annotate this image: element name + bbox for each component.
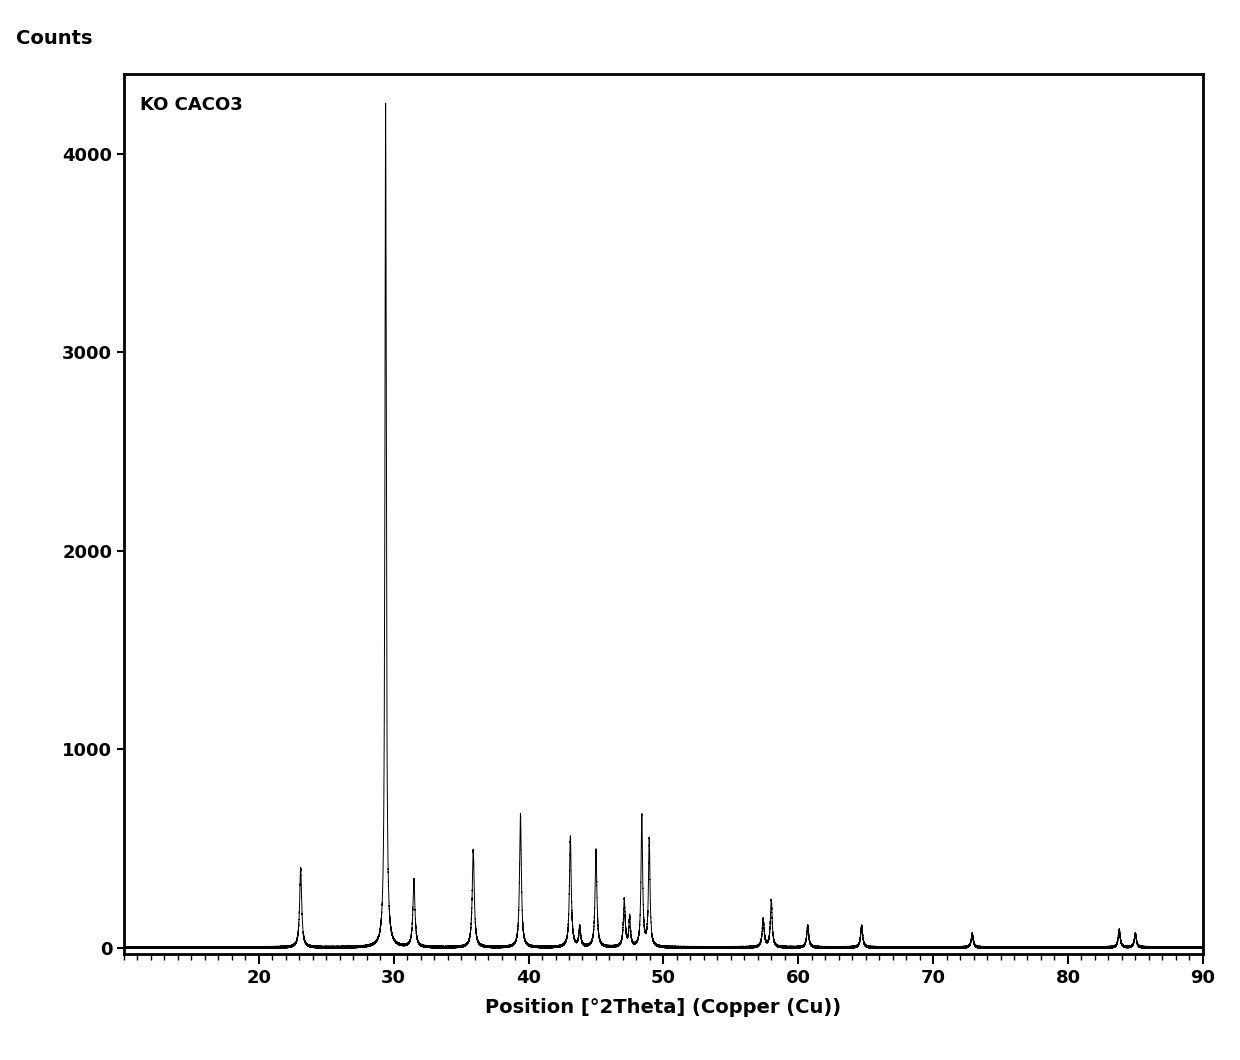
Y-axis label: Counts: Counts — [16, 29, 92, 48]
Text: KO CACO3: KO CACO3 — [140, 96, 243, 114]
X-axis label: Position [°2Theta] (Copper (Cu)): Position [°2Theta] (Copper (Cu)) — [485, 997, 842, 1017]
